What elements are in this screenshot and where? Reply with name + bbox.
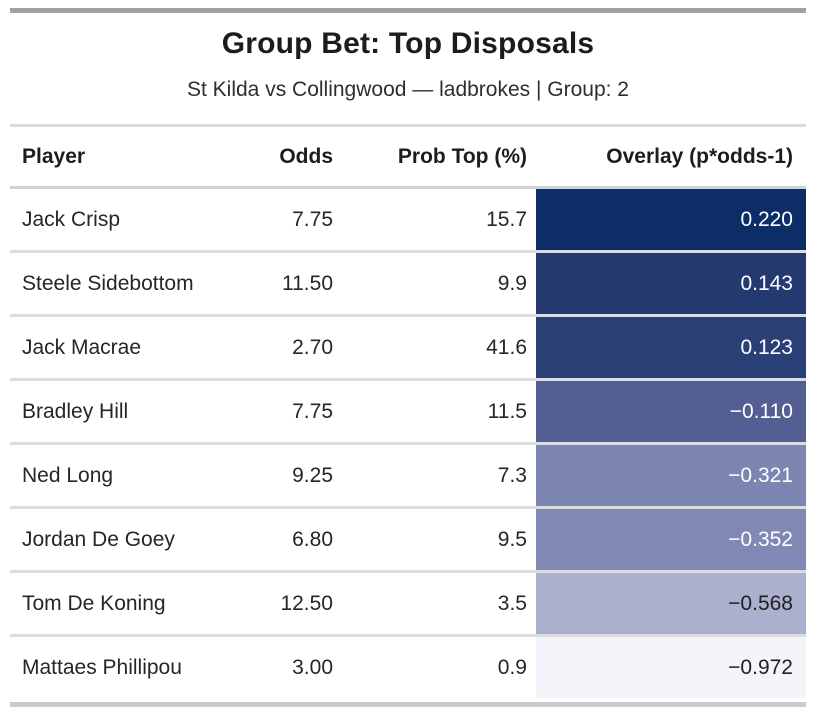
overlay-cell: −0.972 bbox=[536, 634, 806, 698]
odds-cell: 3.00 bbox=[250, 634, 342, 698]
odds-cell: 2.70 bbox=[250, 314, 342, 380]
table-row: Jordan De Goey 6.80 9.5 −0.352 bbox=[10, 506, 806, 572]
overlay-cell: −0.110 bbox=[536, 378, 806, 444]
top-divider bbox=[10, 8, 806, 13]
prob-cell: 3.5 bbox=[342, 570, 536, 636]
page-title: Group Bet: Top Disposals bbox=[221, 27, 595, 60]
player-cell: Ned Long bbox=[10, 442, 250, 508]
table-row: Jack Crisp 7.75 15.7 0.220 bbox=[10, 187, 806, 252]
player-cell: Bradley Hill bbox=[10, 378, 250, 444]
player-cell: Steele Sidebottom bbox=[10, 250, 250, 316]
prob-cell: 41.6 bbox=[342, 314, 536, 380]
overlay-cell: 0.143 bbox=[536, 250, 806, 316]
table-body: Jack Crisp 7.75 15.7 0.220 Steele Sidebo… bbox=[10, 187, 806, 698]
overlay-cell: −0.568 bbox=[536, 570, 806, 636]
table-header: Player Odds Prob Top (%) Overlay (p*odds… bbox=[10, 125, 806, 189]
table-row: Jack Macrae 2.70 41.6 0.123 bbox=[10, 314, 806, 380]
odds-cell: 12.50 bbox=[250, 570, 342, 636]
column-header-player: Player bbox=[10, 125, 250, 189]
prob-cell: 7.3 bbox=[342, 442, 536, 508]
player-cell: Jack Crisp bbox=[22, 207, 121, 231]
table-row: Mattaes Phillipou 3.00 0.9 −0.972 bbox=[10, 634, 806, 698]
player-cell: Jordan De Goey bbox=[10, 506, 250, 572]
player-cell: Tom De Koning bbox=[10, 570, 250, 636]
column-header-overlay: Overlay (p*odds-1) bbox=[536, 125, 806, 189]
column-header-prob-top: Prob Top (%) bbox=[342, 125, 536, 189]
group-bet-table: Player Odds Prob Top (%) Overlay (p*odds… bbox=[10, 124, 806, 698]
prob-cell: 11.5 bbox=[342, 378, 536, 444]
bottom-divider bbox=[10, 702, 806, 707]
prob-cell: 9.9 bbox=[342, 250, 536, 316]
prob-cell: 9.5 bbox=[342, 506, 536, 572]
odds-cell: 11.50 bbox=[250, 250, 342, 316]
overlay-cell: −0.352 bbox=[536, 506, 806, 572]
table-row: Ned Long 9.25 7.3 −0.321 bbox=[10, 442, 806, 508]
player-cell: Jack Macrae bbox=[10, 314, 250, 380]
prob-cell: 15.7 bbox=[486, 207, 527, 231]
header-row: Player Odds Prob Top (%) Overlay (p*odds… bbox=[10, 125, 806, 189]
prob-cell: 0.9 bbox=[342, 634, 536, 698]
player-cell: Mattaes Phillipou bbox=[10, 634, 250, 698]
column-header-odds: Odds bbox=[250, 125, 342, 189]
page-subtitle: St Kilda vs Collingwood — ladbrokes | Gr… bbox=[186, 78, 629, 101]
table-row: Bradley Hill 7.75 11.5 −0.110 bbox=[10, 378, 806, 444]
odds-cell: 7.75 bbox=[292, 207, 333, 231]
odds-cell: 7.75 bbox=[250, 378, 342, 444]
odds-cell: 9.25 bbox=[250, 442, 342, 508]
report-page: Group Bet: Top Disposals St Kilda vs Col… bbox=[0, 8, 816, 724]
overlay-cell: 0.220 bbox=[536, 187, 806, 252]
overlay-cell: 0.123 bbox=[536, 314, 806, 380]
overlay-cell: −0.321 bbox=[536, 442, 806, 508]
table-row: Tom De Koning 12.50 3.5 −0.568 bbox=[10, 570, 806, 636]
table-row: Steele Sidebottom 11.50 9.9 0.143 bbox=[10, 250, 806, 316]
odds-cell: 6.80 bbox=[250, 506, 342, 572]
